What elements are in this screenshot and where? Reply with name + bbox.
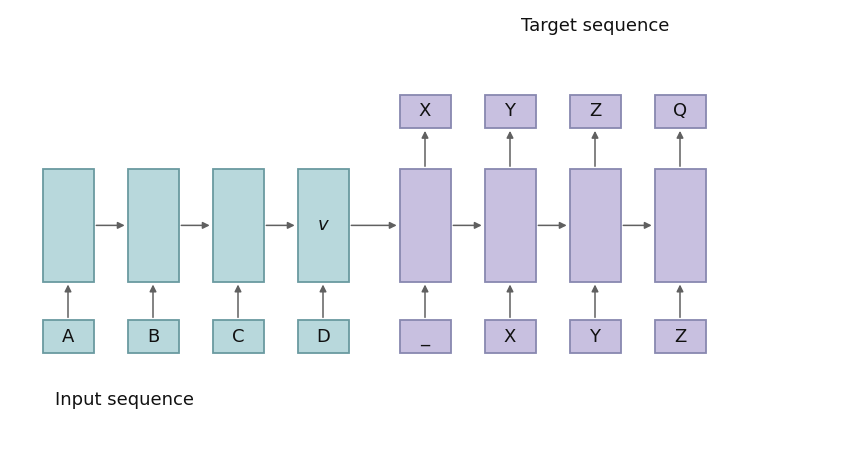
Bar	[400, 95, 451, 128]
Text: Y: Y	[590, 328, 600, 346]
Bar	[298, 169, 348, 282]
Bar	[570, 95, 620, 128]
Text: D: D	[316, 328, 330, 346]
Text: A: A	[62, 328, 74, 346]
Bar	[484, 95, 536, 128]
Text: _: _	[421, 328, 429, 346]
Bar	[654, 95, 706, 128]
Bar	[484, 320, 536, 354]
Text: Z: Z	[674, 328, 686, 346]
Text: v: v	[318, 216, 328, 234]
Text: Q: Q	[673, 102, 687, 120]
Bar	[654, 169, 706, 282]
Bar	[484, 169, 536, 282]
Bar	[298, 320, 348, 354]
Text: Input sequence: Input sequence	[55, 390, 194, 408]
Text: Z: Z	[589, 102, 601, 120]
Text: X: X	[504, 328, 516, 346]
Bar	[400, 320, 451, 354]
Bar	[128, 320, 178, 354]
Text: B: B	[147, 328, 159, 346]
Text: X: X	[419, 102, 431, 120]
Bar	[570, 320, 620, 354]
Bar	[42, 169, 94, 282]
Bar	[212, 169, 264, 282]
Bar	[42, 320, 94, 354]
Bar	[400, 169, 451, 282]
Bar	[212, 320, 264, 354]
Text: C: C	[232, 328, 244, 346]
Bar	[128, 169, 178, 282]
Text: Y: Y	[505, 102, 515, 120]
Bar	[654, 320, 706, 354]
Text: Target sequence: Target sequence	[521, 17, 669, 35]
Bar	[570, 169, 620, 282]
